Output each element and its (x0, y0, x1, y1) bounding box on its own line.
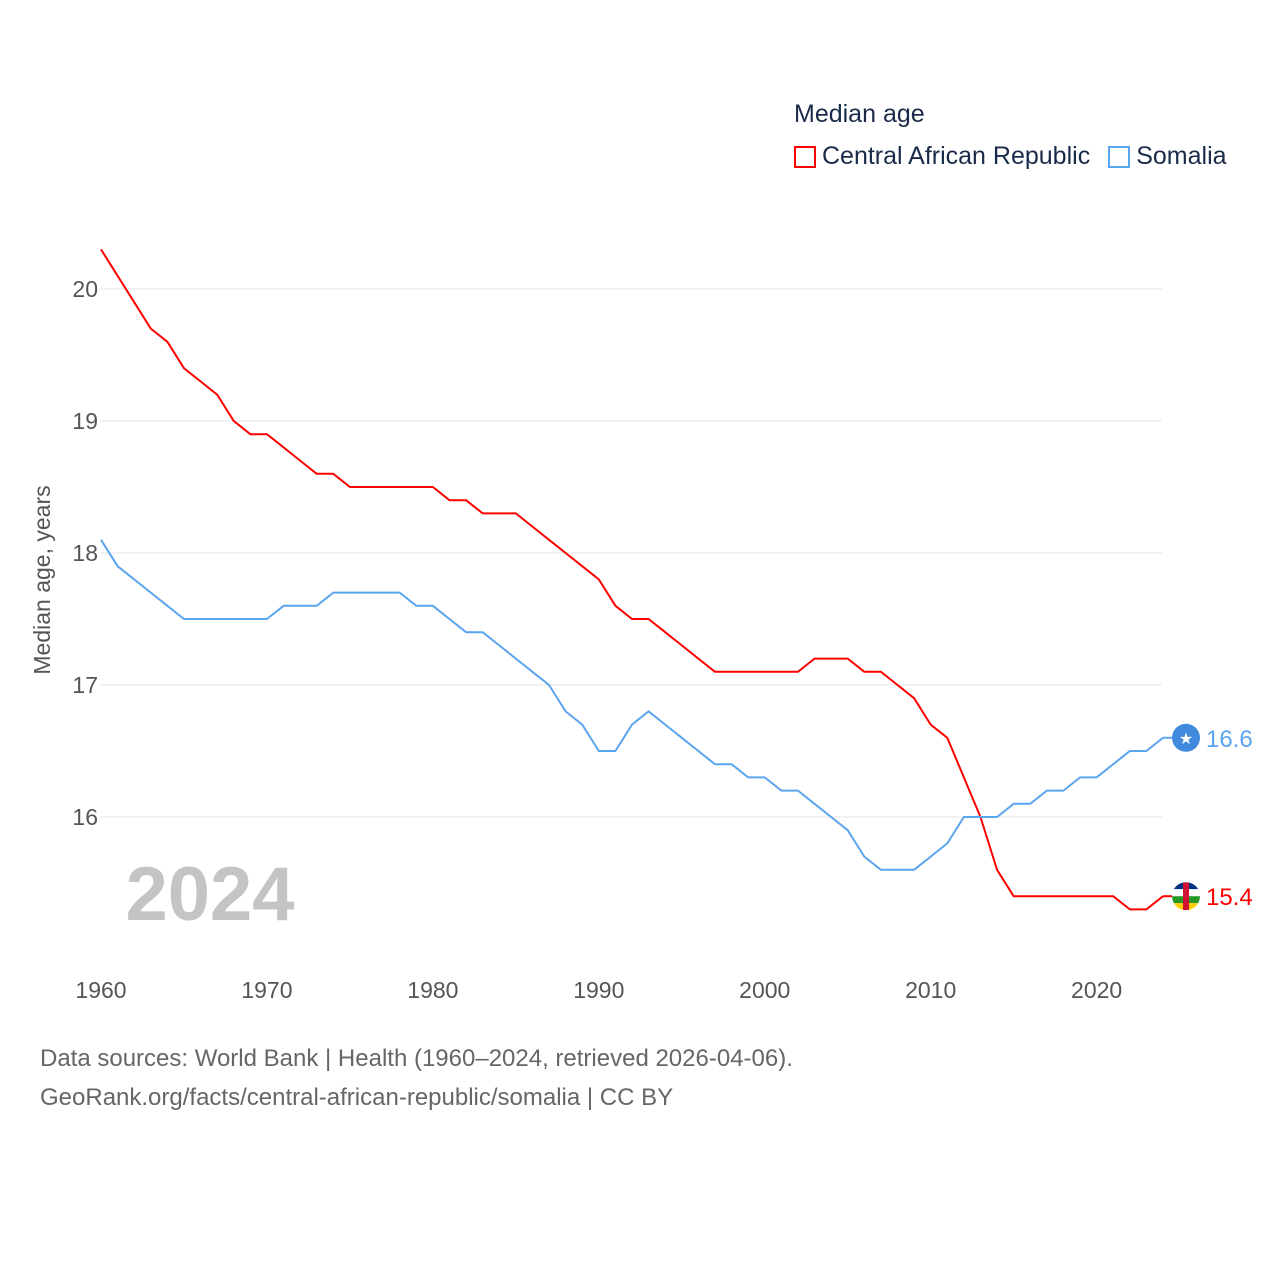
x-tick-label: 2000 (739, 977, 790, 1003)
end-value-label: 15.4 (1206, 884, 1253, 911)
series-line-car (100, 248, 1164, 911)
y-tick-label: 20 (72, 276, 98, 302)
legend-label-car: Central African Republic (822, 142, 1091, 170)
legend: Central African Republic Somalia (794, 142, 1227, 171)
y-tick-label: 16 (72, 804, 98, 830)
year-watermark: 2024 (125, 852, 294, 937)
legend-item-car[interactable]: Central African Republic (794, 142, 1090, 171)
x-tick-label: 2010 (905, 977, 956, 1003)
y-tick-label: 19 (72, 408, 98, 434)
x-tick-label: 1980 (407, 977, 458, 1003)
legend-swatch-somalia (1108, 145, 1131, 168)
end-value-label: 16.6 (1206, 726, 1253, 753)
x-tick-label: 2020 (1071, 977, 1122, 1003)
somalia-flag-icon (1172, 723, 1200, 752)
car-flag-icon (1172, 882, 1200, 911)
legend-title: Median age (794, 100, 925, 128)
y-tick-label: 17 (72, 672, 98, 698)
footer-sources: Data sources: World Bank | Health (1960–… (40, 1045, 793, 1072)
x-tick-label: 1990 (573, 977, 624, 1003)
y-axis-label: Median age, years (29, 485, 55, 674)
x-tick-label: 1960 (75, 977, 126, 1003)
legend-item-somalia[interactable]: Somalia (1108, 142, 1227, 171)
legend-swatch-car (794, 145, 816, 168)
footer-link[interactable]: GeoRank.org/facts/central-african-republ… (40, 1084, 674, 1111)
legend-label-somalia: Somalia (1136, 142, 1227, 170)
y-tick-label: 18 (72, 540, 98, 566)
flag-band (1183, 882, 1189, 911)
series-line-somalia (100, 539, 1164, 871)
x-tick-label: 1970 (241, 977, 292, 1003)
star-icon: ★ (1179, 731, 1193, 748)
